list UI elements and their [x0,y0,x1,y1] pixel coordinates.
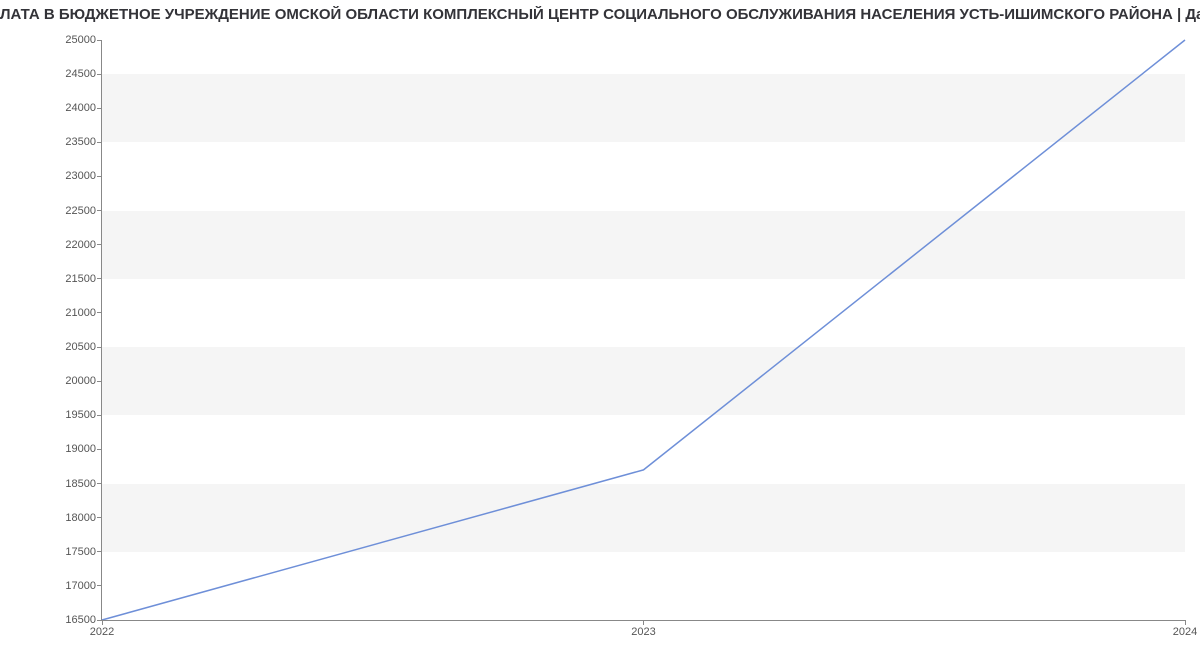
y-axis [101,40,102,620]
y-tick-label: 20000 [65,375,102,387]
y-tick-label: 21000 [65,307,102,319]
y-tick-label: 23500 [65,136,102,148]
x-tick-label: 2024 [1173,620,1197,638]
y-tick-label: 19000 [65,443,102,455]
y-tick-label: 17500 [65,546,102,558]
y-tick-label: 25000 [65,34,102,46]
y-tick-label: 23000 [65,170,102,182]
y-tick-label: 18000 [65,512,102,524]
y-tick-label: 22000 [65,239,102,251]
plot-area: 1650017000175001800018500190001950020000… [102,40,1185,620]
series-line-salary [102,40,1185,620]
chart-title: ЛАТА В БЮДЖЕТНОЕ УЧРЕЖДЕНИЕ ОМСКОЙ ОБЛАС… [0,6,1200,23]
line-layer [102,40,1185,620]
x-axis [101,620,1185,621]
chart-container: 1650017000175001800018500190001950020000… [0,30,1200,650]
y-tick-label: 22500 [65,205,102,217]
y-tick-label: 20500 [65,341,102,353]
y-tick-label: 21500 [65,273,102,285]
y-tick-label: 18500 [65,478,102,490]
y-tick-label: 17000 [65,580,102,592]
y-tick-label: 24500 [65,68,102,80]
x-tick-label: 2023 [631,620,655,638]
y-tick-label: 19500 [65,409,102,421]
y-tick-label: 24000 [65,102,102,114]
x-tick-label: 2022 [90,620,114,638]
